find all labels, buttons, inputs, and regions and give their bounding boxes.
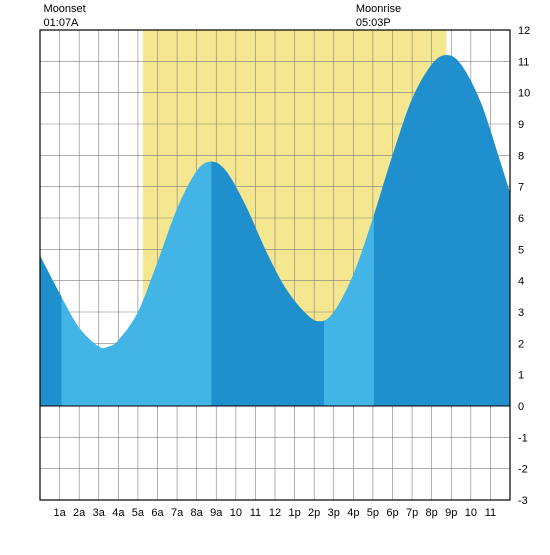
x-tick-label: 6p xyxy=(386,507,398,519)
y-tick-label: 11 xyxy=(518,56,529,68)
x-tick-label: 3a xyxy=(93,507,106,519)
x-tick-label: 8a xyxy=(191,507,204,519)
y-tick-label: 3 xyxy=(518,307,524,319)
x-tick-label: 9p xyxy=(445,507,457,519)
y-tick-label: 1 xyxy=(518,370,524,382)
y-tick-label: -2 xyxy=(518,464,528,476)
y-tick-label: 0 xyxy=(518,401,524,413)
y-tick-labels: -3-2-10123456789101112 xyxy=(518,25,530,507)
x-tick-label: 3p xyxy=(328,507,340,519)
chart-svg: -3-2-101234567891011121a2a3a4a5a6a7a8a9a… xyxy=(0,0,550,550)
moonrise-title: Moonrise xyxy=(356,2,401,16)
x-tick-label: 7p xyxy=(406,507,418,519)
tide-chart: Moonset 01:07A Moonrise 05:03P -3-2-1012… xyxy=(0,0,550,550)
x-tick-label: 1a xyxy=(53,507,66,519)
x-tick-label: 1p xyxy=(288,507,300,519)
y-tick-label: -1 xyxy=(518,432,528,444)
y-tick-label: 2 xyxy=(518,338,524,350)
x-tick-label: 6a xyxy=(151,507,164,519)
moonrise-time: 05:03P xyxy=(356,16,401,30)
moonrise-annotation: Moonrise 05:03P xyxy=(356,2,401,31)
x-tick-label: 8p xyxy=(426,507,438,519)
x-tick-label: 5a xyxy=(132,507,145,519)
x-tick-label: 9a xyxy=(210,507,223,519)
x-tick-labels: 1a 2a 3a 4a 5a 6a 7a 8a 9a 10 11 12 1p 2p 3p 4p 5p 6p 7p 8p… xyxy=(53,507,496,519)
y-tick-label: 5 xyxy=(518,244,524,256)
y-tick-label: 8 xyxy=(518,150,524,162)
y-tick-label: 6 xyxy=(518,213,524,225)
x-tick-label: 11 xyxy=(485,507,496,519)
x-tick-label: 2a xyxy=(73,507,86,519)
y-tick-label: -3 xyxy=(518,495,528,507)
moonset-annotation: Moonset 01:07A xyxy=(44,2,86,31)
y-tick-label: 4 xyxy=(518,276,524,288)
x-tick-label: 11 xyxy=(250,507,261,519)
y-tick-label: 12 xyxy=(518,25,530,37)
x-tick-label: 5p xyxy=(367,507,379,519)
x-tick-label: 2p xyxy=(308,507,320,519)
y-tick-label: 7 xyxy=(518,182,524,194)
moonset-time: 01:07A xyxy=(44,16,86,30)
x-tick-label: 4p xyxy=(347,507,359,519)
y-tick-label: 10 xyxy=(518,88,530,100)
x-tick-label: 4a xyxy=(112,507,125,519)
x-tick-label: 10 xyxy=(465,507,477,519)
x-tick-label: 7a xyxy=(171,507,184,519)
x-tick-label: 10 xyxy=(230,507,242,519)
moonset-title: Moonset xyxy=(44,2,86,16)
x-tick-label: 12 xyxy=(269,507,281,519)
y-tick-label: 9 xyxy=(518,119,524,131)
